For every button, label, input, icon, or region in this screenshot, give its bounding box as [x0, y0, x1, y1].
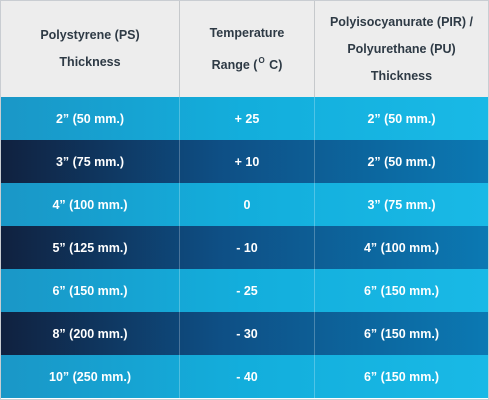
cell-temperature: - 10 [179, 226, 314, 269]
cell-pir-thickness: 2” (50 mm.) [314, 140, 488, 183]
cell-ps-thickness: 2” (50 mm.) [55, 111, 125, 126]
cell-temperature: + 10 [179, 140, 314, 183]
header-temperature-range: Temperature Range (O C) [179, 1, 314, 97]
header-ps-thickness: Polystyrene (PS) Thickness [1, 1, 179, 97]
cell-temperature: - 40 [179, 355, 314, 398]
header-temp-line2: Range (O C) [210, 47, 285, 79]
cell-temperature: 0 [179, 183, 314, 226]
header-pir-line1: Polyisocyanurate (PIR) / [329, 14, 474, 29]
table-row: 10” (250 mm.) - 40 6” (150 mm.) [1, 355, 488, 398]
cell-ps-thickness: 3” (75 mm.) [55, 154, 125, 169]
table-row: 5” (125 mm.) - 10 4” (100 mm.) [1, 226, 488, 269]
header-ps-line2: Thickness [59, 55, 121, 69]
header-temp-line1: Temperature [209, 25, 285, 40]
header-temp-unit: C) [265, 57, 283, 72]
table-row: 2” (50 mm.) + 25 2” (50 mm.) [1, 97, 488, 140]
cell-pir-thickness: 3” (75 mm.) [314, 183, 488, 226]
cell-pir-thickness: 2” (50 mm.) [314, 97, 488, 140]
header-pir-line3: Thickness [370, 68, 433, 83]
cell-pir-thickness: 4” (100 mm.) [314, 226, 488, 269]
header-pir-pu-thickness: Polyisocyanurate (PIR) / Polyurethane (P… [314, 1, 488, 97]
cell-temperature: - 30 [179, 312, 314, 355]
cell-temperature: - 25 [179, 269, 314, 312]
cell-pir-thickness: 6” (150 mm.) [314, 355, 488, 398]
cell-ps-thickness: 8” (200 mm.) [52, 326, 128, 341]
table-row: 4” (100 mm.) 0 3” (75 mm.) [1, 183, 488, 226]
table-row: 3” (75 mm.) + 10 2” (50 mm.) [1, 140, 488, 183]
cell-ps-thickness: 4” (100 mm.) [52, 197, 128, 212]
table-header: Polystyrene (PS) Thickness Temperature R… [1, 1, 488, 97]
cell-pir-thickness: 6” (150 mm.) [314, 312, 488, 355]
table-row: 8” (200 mm.) - 30 6” (150 mm.) [1, 312, 488, 355]
header-pir-line2: Polyurethane (PU) [347, 41, 456, 56]
cell-temperature: + 25 [179, 97, 314, 140]
header-ps-line1: Polystyrene (PS) [40, 28, 140, 42]
table-body: 2” (50 mm.) + 25 2” (50 mm.) 3” (75 mm.)… [1, 97, 488, 399]
cell-ps-thickness: 5” (125 mm.) [52, 240, 128, 255]
cell-pir-thickness: 6” (150 mm.) [314, 269, 488, 312]
table-row: 6” (150 mm.) - 25 6” (150 mm.) [1, 269, 488, 312]
header-temp-range-text: Range ( [211, 57, 258, 72]
cell-ps-thickness: 6” (150 mm.) [52, 283, 128, 298]
degree-symbol: O [258, 55, 265, 65]
cell-ps-thickness: 10” (250 mm.) [49, 369, 131, 384]
